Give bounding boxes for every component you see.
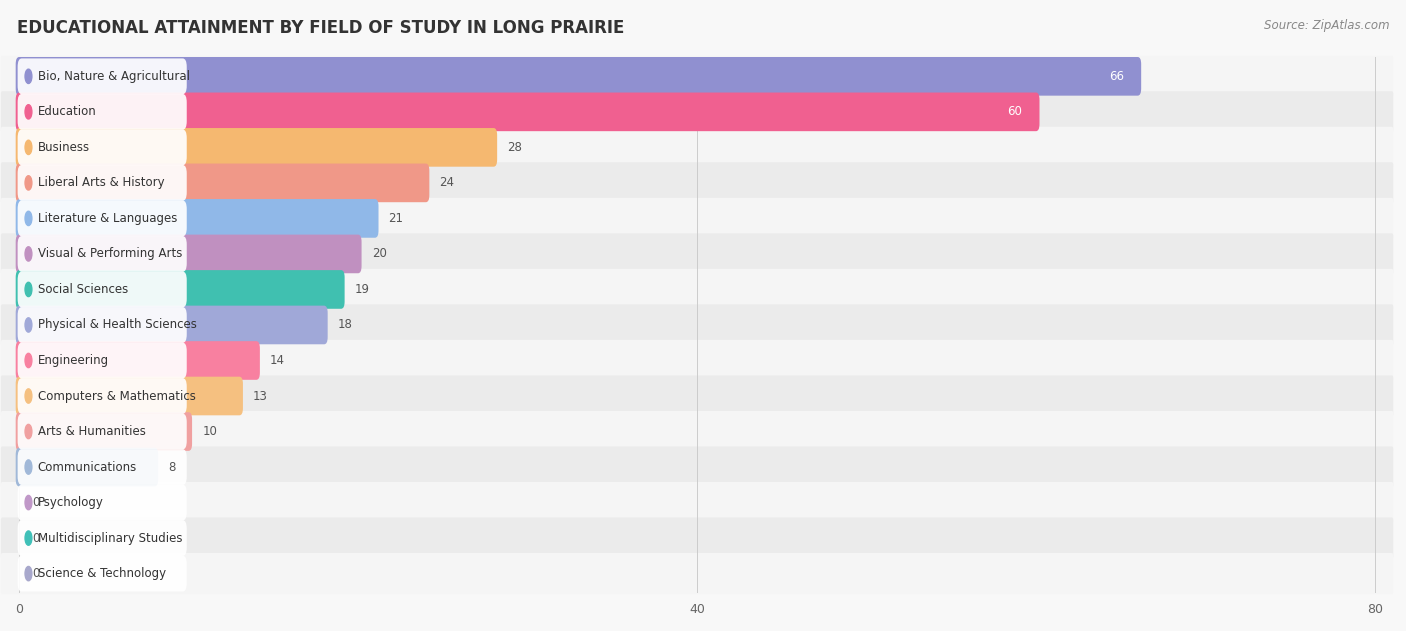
FancyBboxPatch shape xyxy=(18,271,187,307)
FancyBboxPatch shape xyxy=(1,56,1393,97)
FancyBboxPatch shape xyxy=(15,448,159,487)
Text: 60: 60 xyxy=(1008,105,1022,119)
Circle shape xyxy=(25,318,32,332)
FancyBboxPatch shape xyxy=(18,378,187,414)
Text: Social Sciences: Social Sciences xyxy=(38,283,128,296)
Text: Engineering: Engineering xyxy=(38,354,108,367)
FancyBboxPatch shape xyxy=(1,482,1393,523)
Text: 10: 10 xyxy=(202,425,217,438)
Circle shape xyxy=(25,140,32,155)
Text: 13: 13 xyxy=(253,389,269,403)
Text: 20: 20 xyxy=(371,247,387,261)
FancyBboxPatch shape xyxy=(18,414,187,449)
Text: Arts & Humanities: Arts & Humanities xyxy=(38,425,146,438)
Circle shape xyxy=(25,353,32,368)
FancyBboxPatch shape xyxy=(1,91,1393,133)
Text: Multidisciplinary Studies: Multidisciplinary Studies xyxy=(38,531,183,545)
Text: 66: 66 xyxy=(1109,70,1125,83)
Text: 21: 21 xyxy=(388,212,404,225)
Circle shape xyxy=(25,495,32,510)
Text: Physical & Health Sciences: Physical & Health Sciences xyxy=(38,319,197,331)
Text: 18: 18 xyxy=(337,319,353,331)
FancyBboxPatch shape xyxy=(1,162,1393,203)
Text: Source: ZipAtlas.com: Source: ZipAtlas.com xyxy=(1264,19,1389,32)
FancyBboxPatch shape xyxy=(18,520,187,556)
Circle shape xyxy=(25,105,32,119)
Text: 14: 14 xyxy=(270,354,285,367)
FancyBboxPatch shape xyxy=(1,517,1393,558)
FancyBboxPatch shape xyxy=(18,129,187,165)
Circle shape xyxy=(25,389,32,403)
Text: Liberal Arts & History: Liberal Arts & History xyxy=(38,177,165,189)
Text: 28: 28 xyxy=(508,141,522,154)
Text: EDUCATIONAL ATTAINMENT BY FIELD OF STUDY IN LONG PRAIRIE: EDUCATIONAL ATTAINMENT BY FIELD OF STUDY… xyxy=(17,19,624,37)
FancyBboxPatch shape xyxy=(15,341,260,380)
Text: 19: 19 xyxy=(354,283,370,296)
Text: Visual & Performing Arts: Visual & Performing Arts xyxy=(38,247,183,261)
FancyBboxPatch shape xyxy=(15,235,361,273)
FancyBboxPatch shape xyxy=(18,307,187,343)
FancyBboxPatch shape xyxy=(18,343,187,379)
Circle shape xyxy=(25,247,32,261)
Text: 0: 0 xyxy=(32,531,41,545)
Text: 24: 24 xyxy=(440,177,454,189)
FancyBboxPatch shape xyxy=(15,377,243,415)
FancyBboxPatch shape xyxy=(1,198,1393,239)
FancyBboxPatch shape xyxy=(1,553,1393,594)
FancyBboxPatch shape xyxy=(1,411,1393,452)
Circle shape xyxy=(25,531,32,545)
FancyBboxPatch shape xyxy=(1,447,1393,488)
Circle shape xyxy=(25,211,32,225)
Text: 0: 0 xyxy=(32,567,41,580)
Circle shape xyxy=(25,175,32,190)
FancyBboxPatch shape xyxy=(18,449,187,485)
Text: 8: 8 xyxy=(169,461,176,473)
Circle shape xyxy=(25,567,32,581)
FancyBboxPatch shape xyxy=(15,270,344,309)
Circle shape xyxy=(25,460,32,475)
Text: Bio, Nature & Agricultural: Bio, Nature & Agricultural xyxy=(38,70,190,83)
FancyBboxPatch shape xyxy=(15,199,378,238)
FancyBboxPatch shape xyxy=(15,412,193,451)
FancyBboxPatch shape xyxy=(1,375,1393,416)
FancyBboxPatch shape xyxy=(15,305,328,345)
FancyBboxPatch shape xyxy=(1,233,1393,274)
Text: Computers & Mathematics: Computers & Mathematics xyxy=(38,389,195,403)
FancyBboxPatch shape xyxy=(18,94,187,130)
FancyBboxPatch shape xyxy=(15,93,1039,131)
FancyBboxPatch shape xyxy=(18,201,187,236)
Text: Literature & Languages: Literature & Languages xyxy=(38,212,177,225)
FancyBboxPatch shape xyxy=(18,236,187,272)
FancyBboxPatch shape xyxy=(1,340,1393,381)
Text: Education: Education xyxy=(38,105,97,119)
FancyBboxPatch shape xyxy=(15,57,1142,96)
FancyBboxPatch shape xyxy=(18,59,187,94)
FancyBboxPatch shape xyxy=(1,127,1393,168)
Circle shape xyxy=(25,69,32,83)
Text: Communications: Communications xyxy=(38,461,136,473)
FancyBboxPatch shape xyxy=(15,128,498,167)
FancyBboxPatch shape xyxy=(18,556,187,591)
Circle shape xyxy=(25,425,32,439)
Text: 0: 0 xyxy=(32,496,41,509)
FancyBboxPatch shape xyxy=(1,304,1393,346)
Text: Psychology: Psychology xyxy=(38,496,104,509)
Text: Science & Technology: Science & Technology xyxy=(38,567,166,580)
FancyBboxPatch shape xyxy=(1,269,1393,310)
FancyBboxPatch shape xyxy=(18,165,187,201)
Circle shape xyxy=(25,282,32,297)
FancyBboxPatch shape xyxy=(18,485,187,521)
FancyBboxPatch shape xyxy=(15,163,429,202)
Text: Business: Business xyxy=(38,141,90,154)
